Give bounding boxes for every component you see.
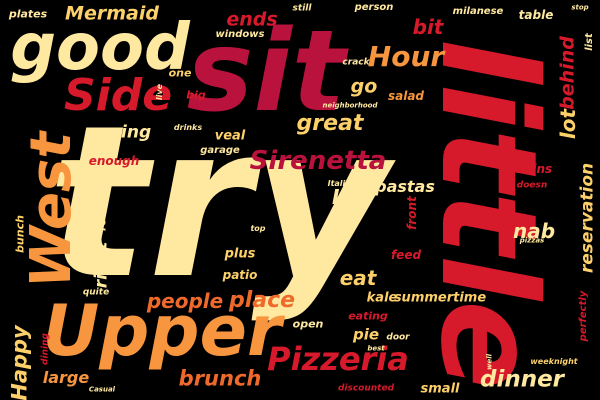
word-eating: eating (348, 309, 388, 323)
word-dining: dining (40, 333, 51, 365)
word-person: person (354, 2, 394, 13)
word-plates: plates (8, 7, 48, 21)
word-feed: feed (390, 248, 422, 262)
word-casual: Casual (88, 385, 116, 394)
word-little: little (411, 38, 565, 390)
word-lot: lot (556, 108, 580, 140)
word-drinks: drinks (173, 123, 203, 132)
word-mermaid: Mermaid (65, 2, 159, 25)
word-great: great (296, 111, 364, 136)
word-kale: kale (366, 290, 398, 306)
word-right: right (91, 241, 112, 289)
word-small: small (420, 381, 460, 397)
word-good: good (10, 11, 190, 85)
word-reservation: reservation (577, 162, 598, 274)
word-eat: eat (339, 266, 377, 290)
word-sit: sit (186, 7, 346, 137)
word-discounted: discounted (337, 383, 395, 394)
word-upper: Upper (42, 290, 282, 372)
word-pastas: pastas (375, 177, 435, 196)
word-live: live (155, 83, 164, 101)
word-try: try (47, 80, 389, 325)
word-sirenetta: Sirenetta (249, 146, 387, 176)
word-top: top (250, 224, 266, 233)
word-mains: mains (511, 162, 553, 176)
word-room: room (95, 198, 109, 232)
word-ends: ends (226, 8, 278, 31)
word-doesn: doesn (516, 180, 548, 191)
word-windows: windows (215, 29, 265, 40)
word-still: still (292, 3, 312, 14)
word-place: place (228, 288, 296, 313)
word-bit: bit (412, 15, 444, 39)
word-brunch: brunch (178, 366, 262, 391)
word-salad: salad (387, 89, 425, 103)
word-inn: Inn (332, 185, 368, 209)
word-crack: crack (342, 57, 370, 68)
word-milanese: milanese (452, 6, 504, 17)
word-veal: veal (214, 128, 246, 144)
word-bunch: bunch (13, 215, 27, 253)
word-well: well (485, 353, 494, 371)
word-neighborhood: neighborhood (322, 101, 378, 110)
word-dinner: dinner (479, 366, 565, 393)
word-best: best (367, 344, 385, 353)
word-table: table (518, 8, 554, 22)
word-hour: Hour (367, 40, 445, 73)
word-west: West (19, 131, 84, 289)
word-door: door (386, 332, 410, 343)
word-side: Side (63, 70, 173, 121)
word-quite: quite (82, 287, 110, 298)
word-pizzas: pizzas (519, 236, 545, 245)
word-saying: saying (88, 122, 152, 143)
word-patio: patio (222, 268, 258, 282)
word-nab: nab (512, 219, 556, 243)
word-weeknight: weeknight (530, 357, 578, 366)
word-enough: enough (88, 154, 140, 168)
word-go: go (350, 75, 378, 98)
word-pizzeria: Pizzeria (267, 340, 409, 378)
word-perfectly: perfectly (578, 290, 589, 342)
word-pie: pie (352, 325, 380, 344)
word-big: big (186, 88, 206, 102)
word-people: people (146, 289, 224, 313)
word-italian: Italian (327, 179, 357, 188)
word-large: large (42, 368, 90, 387)
word-happy: Happy (7, 325, 32, 400)
word-summertime: summertime (393, 290, 487, 306)
word-stop: stop (571, 3, 589, 12)
word-plus: plus (224, 246, 256, 262)
word-behind: behind (556, 36, 579, 110)
word-one: one (168, 66, 192, 80)
word-front: front (405, 196, 419, 230)
word-garage: garage (200, 145, 240, 156)
word-open: open (292, 317, 324, 331)
word-list: list (584, 33, 595, 51)
